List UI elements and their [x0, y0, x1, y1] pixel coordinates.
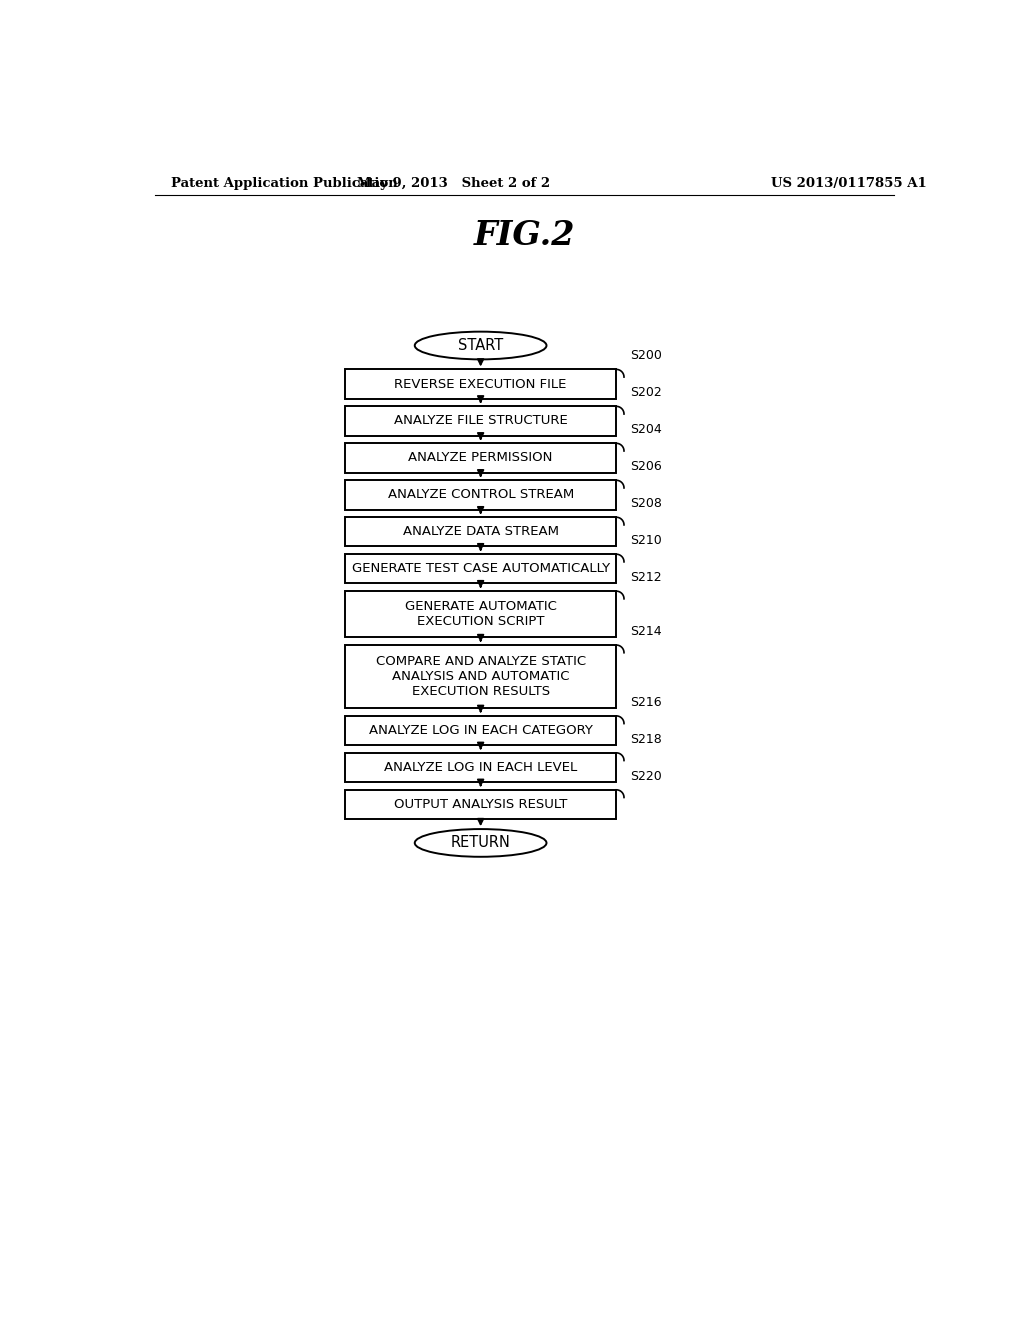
Text: Patent Application Publication: Patent Application Publication	[171, 177, 397, 190]
Text: FIG.2: FIG.2	[474, 219, 575, 252]
Text: REVERSE EXECUTION FILE: REVERSE EXECUTION FILE	[394, 378, 567, 391]
Text: S206: S206	[630, 461, 662, 474]
Text: RETURN: RETURN	[451, 836, 511, 850]
FancyBboxPatch shape	[345, 480, 616, 510]
Ellipse shape	[415, 331, 547, 359]
FancyBboxPatch shape	[345, 370, 616, 399]
Text: ANALYZE PERMISSION: ANALYZE PERMISSION	[409, 451, 553, 465]
Text: GENERATE AUTOMATIC
EXECUTION SCRIPT: GENERATE AUTOMATIC EXECUTION SCRIPT	[404, 601, 557, 628]
Text: ANALYZE CONTROL STREAM: ANALYZE CONTROL STREAM	[387, 488, 573, 502]
Text: S202: S202	[630, 387, 662, 400]
Text: May 9, 2013   Sheet 2 of 2: May 9, 2013 Sheet 2 of 2	[357, 177, 550, 190]
FancyBboxPatch shape	[345, 407, 616, 436]
FancyBboxPatch shape	[345, 752, 616, 783]
Text: S208: S208	[630, 498, 663, 511]
Text: ANALYZE LOG IN EACH CATEGORY: ANALYZE LOG IN EACH CATEGORY	[369, 723, 593, 737]
FancyBboxPatch shape	[345, 517, 616, 546]
Text: S210: S210	[630, 535, 662, 548]
Text: S212: S212	[630, 572, 662, 585]
Text: ANALYZE DATA STREAM: ANALYZE DATA STREAM	[402, 525, 559, 539]
Text: S200: S200	[630, 350, 663, 363]
Ellipse shape	[415, 829, 547, 857]
Text: GENERATE TEST CASE AUTOMATICALLY: GENERATE TEST CASE AUTOMATICALLY	[351, 562, 609, 576]
Text: COMPARE AND ANALYZE STATIC
ANALYSIS AND AUTOMATIC
EXECUTION RESULTS: COMPARE AND ANALYZE STATIC ANALYSIS AND …	[376, 655, 586, 698]
FancyBboxPatch shape	[345, 789, 616, 820]
Text: ANALYZE FILE STRUCTURE: ANALYZE FILE STRUCTURE	[394, 414, 567, 428]
Text: S218: S218	[630, 733, 662, 746]
Text: US 2013/0117855 A1: US 2013/0117855 A1	[771, 177, 927, 190]
FancyBboxPatch shape	[345, 591, 616, 638]
Text: S216: S216	[630, 696, 662, 709]
Text: START: START	[458, 338, 503, 352]
FancyBboxPatch shape	[345, 444, 616, 473]
Text: S204: S204	[630, 424, 662, 437]
FancyBboxPatch shape	[345, 554, 616, 583]
FancyBboxPatch shape	[345, 715, 616, 746]
Text: ANALYZE LOG IN EACH LEVEL: ANALYZE LOG IN EACH LEVEL	[384, 760, 578, 774]
FancyBboxPatch shape	[345, 645, 616, 709]
Text: OUTPUT ANALYSIS RESULT: OUTPUT ANALYSIS RESULT	[394, 797, 567, 810]
Text: S214: S214	[630, 626, 662, 638]
Text: S220: S220	[630, 770, 662, 783]
